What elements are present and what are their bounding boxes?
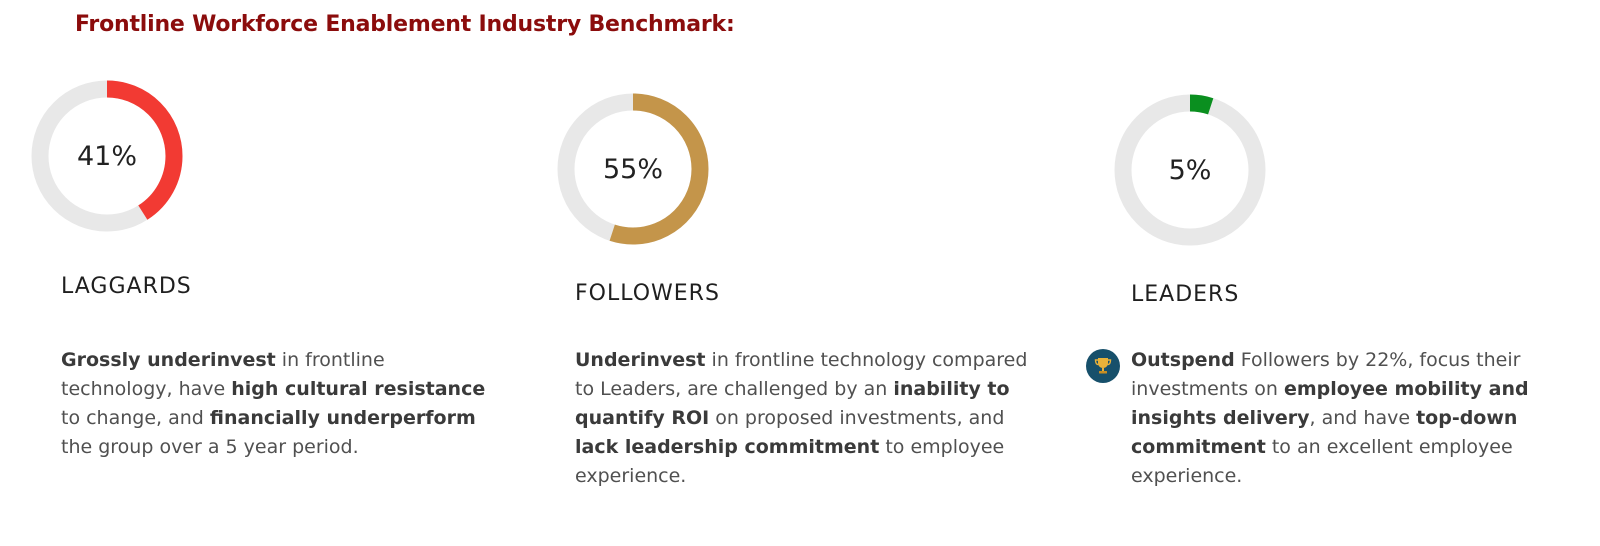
donut-chart-laggards: 41% [27,76,187,236]
donut-arc-leaders [1114,94,1266,246]
segment-name-followers: FOLLOWERS [575,281,720,306]
donut-arc-followers [557,93,709,245]
donut-value-leaders: 5% [1168,154,1212,186]
description-run: lack leadership commitment [575,436,880,458]
donut-svg-followers [557,93,709,245]
segment-name-laggards: LAGGARDS [61,274,192,299]
donut-value-laggards: 41% [76,140,137,172]
donut-chart-leaders: 5% [1110,90,1270,250]
description-run: on proposed investments, and [709,407,1005,429]
description-run: Followers by 22%, focus their investment… [1131,349,1521,400]
description-run: , and have [1309,407,1417,429]
segment-description-followers: Underinvest in frontline technology comp… [575,346,1035,491]
description-run: top-down commitment [1131,407,1518,458]
description-run: to employee experience. [575,436,1005,487]
description-run: inability to quantify ROI [575,378,1010,429]
trophy-icon [1086,349,1120,383]
description-run: to change, and [61,407,210,429]
description-run: employee mobility and insights delivery [1131,378,1529,429]
donut-arc-laggards [31,80,183,232]
page-title: Frontline Workforce Enablement Industry … [75,12,735,37]
segment-description-laggards: Grossly underinvest in frontline technol… [61,346,501,462]
description-run: to an excellent employee experience. [1131,436,1513,487]
description-run: in frontline technology compared to Lead… [575,349,1028,400]
segment-name-leaders: LEADERS [1131,282,1240,307]
segment-followers: 55% FOLLOWERS Underinvest in frontline t… [530,0,1027,546]
description-run: in frontline technology, have [61,349,385,400]
donut-chart-followers: 55% [553,89,713,249]
donut-svg-laggards [31,80,183,232]
description-run: Underinvest [575,349,706,371]
description-run: the group over a 5 year period. [61,436,359,458]
description-run: Outspend [1131,349,1235,371]
segment-laggards: 41% LAGGARDS Grossly underinvest in fron… [0,0,485,546]
description-run: financially underperform [209,407,476,429]
donut-value-followers: 55% [602,153,663,185]
segment-description-leaders: Outspend Followers by 22%, focus their i… [1131,346,1551,491]
description-run: high cultural resistance [231,378,486,400]
segment-leaders: 5% LEADERS Outspend Followers by 22%, fo… [1080,0,1550,546]
description-run: Grossly underinvest [61,349,276,371]
donut-svg-leaders [1114,94,1266,246]
trophy-glyph [1094,358,1112,374]
